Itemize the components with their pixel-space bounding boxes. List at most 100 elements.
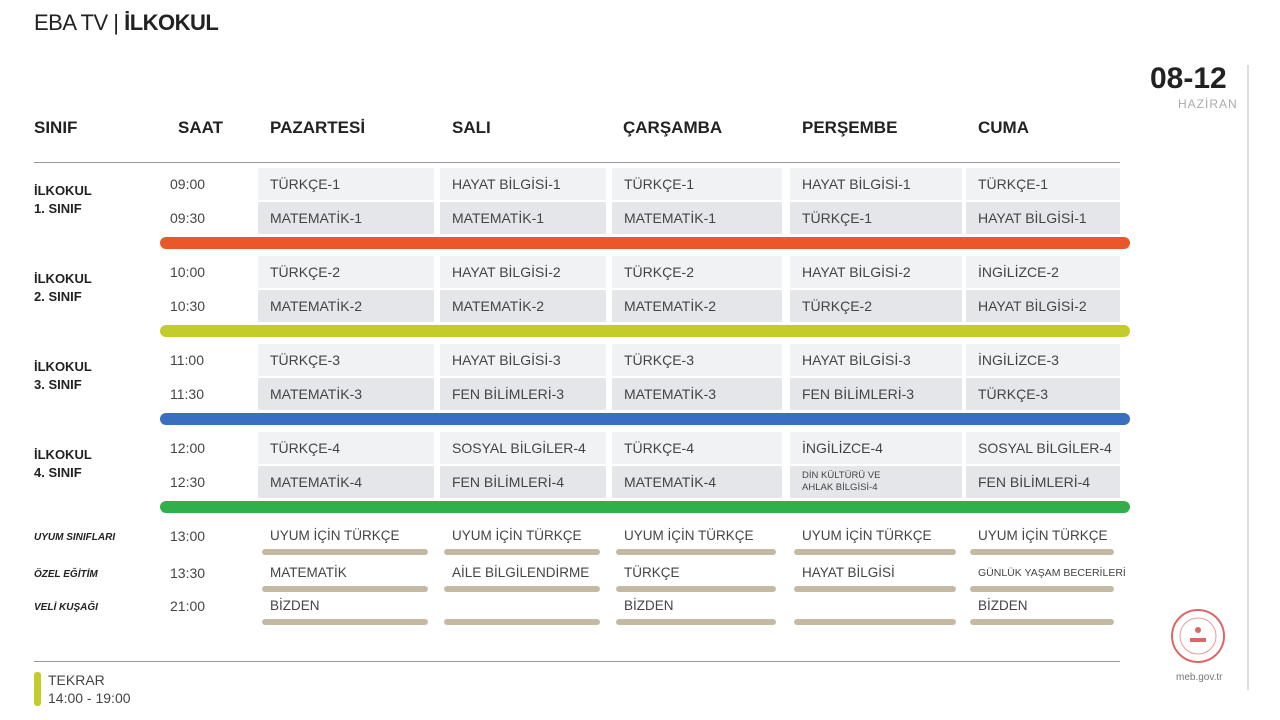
lesson-cell: HAYAT BİLGİSİ-2 (440, 256, 606, 288)
footer-divider (34, 661, 1120, 662)
class-grade: 2. SINIF (34, 289, 82, 304)
lesson-cell: TÜRKÇE-1 (790, 202, 962, 234)
program-cell: AİLE BİLGİLENDİRME (452, 565, 590, 580)
time-slot: 12:30 (170, 474, 206, 490)
program-cell: UYUM İÇİN TÜRKÇE (270, 528, 400, 543)
lesson-cell: TÜRKÇE-3 (966, 378, 1120, 410)
time-slot: 09:00 (170, 176, 206, 192)
class-level: İLKOKUL (34, 183, 92, 198)
lesson-cell: FEN BİLİMLERİ-3 (790, 378, 962, 410)
lesson-cell: FEN BİLİMLERİ-3 (440, 378, 606, 410)
class-level: İLKOKUL (34, 447, 92, 462)
class-grade: 4. SINIF (34, 465, 82, 480)
lesson-cell: MATEMATİK-2 (612, 290, 782, 322)
program-underline (262, 549, 428, 555)
lesson-cell: TÜRKÇE-1 (966, 168, 1120, 200)
group-separator (160, 237, 1130, 249)
program-underline (794, 619, 956, 625)
group-separator (160, 413, 1130, 425)
lesson-cell: TÜRKÇE-1 (258, 168, 434, 200)
lesson-cell: TÜRKÇE-2 (612, 256, 782, 288)
program-underline (970, 619, 1114, 625)
group-separator (160, 325, 1130, 337)
time-slot: 21:00 (170, 598, 206, 614)
program-underline (616, 586, 776, 592)
time-slot: 13:00 (170, 528, 206, 544)
header-divider (34, 162, 1120, 163)
lesson-cell: İNGİLİZCE-3 (966, 344, 1120, 376)
program-cell: UYUM İÇİN TÜRKÇE (624, 528, 754, 543)
class-level: İLKOKUL (34, 359, 92, 374)
lesson-cell: MATEMATİK-2 (258, 290, 434, 322)
class-label: İLKOKUL 2. SINIF (34, 270, 92, 306)
program-underline (262, 619, 428, 625)
program-underline (444, 549, 600, 555)
group-separator (160, 501, 1130, 513)
repeat-label: TEKRAR (48, 672, 105, 688)
lesson-cell: TÜRKÇE-2 (790, 290, 962, 322)
column-header: SINIF (34, 118, 78, 137)
program-underline (444, 586, 600, 592)
program-underline (616, 619, 776, 625)
column-header: PERŞEMBE (802, 118, 898, 137)
lesson-cell: TÜRKÇE-3 (258, 344, 434, 376)
lesson-cell: MATEMATİK-3 (612, 378, 782, 410)
lesson-cell: HAYAT BİLGİSİ-2 (966, 290, 1120, 322)
lesson-cell: FEN BİLİMLERİ-4 (966, 466, 1120, 498)
month: HAZİRAN (1178, 97, 1238, 111)
lesson-cell: MATEMATİK-2 (440, 290, 606, 322)
divider (1247, 65, 1249, 690)
class-label: İLKOKUL 4. SINIF (34, 446, 92, 482)
class-label: İLKOKUL 3. SINIF (34, 358, 92, 394)
program-label: ÖZEL EĞİTİM (34, 569, 98, 580)
program-label: UYUM SINIFLARI (34, 532, 116, 543)
section-title: İLKOKUL (124, 10, 219, 35)
program-cell: GÜNLÜK YAŞAM BECERİLERİ (978, 567, 1126, 579)
lesson-cell: HAYAT BİLGİSİ-3 (440, 344, 606, 376)
repeat-time: 14:00 - 19:00 (48, 690, 131, 706)
lesson-cell: MATEMATİK-1 (440, 202, 606, 234)
column-header: CUMA (978, 118, 1029, 137)
time-slot: 13:30 (170, 565, 206, 581)
lesson-cell: MATEMATİK-4 (612, 466, 782, 498)
lesson-cell: TÜRKÇE-2 (258, 256, 434, 288)
program-underline (444, 619, 600, 625)
lesson-cell: HAYAT BİLGİSİ-1 (966, 202, 1120, 234)
program-underline (970, 549, 1114, 555)
column-header: ÇARŞAMBA (623, 118, 723, 137)
lesson-cell: MATEMATİK-1 (258, 202, 434, 234)
time-slot: 10:30 (170, 298, 206, 314)
lesson-cell: HAYAT BİLGİSİ-3 (790, 344, 962, 376)
program-underline (262, 586, 428, 592)
time-slot: 09:30 (170, 210, 206, 226)
lesson-cell: TÜRKÇE-4 (258, 432, 434, 464)
column-header: SALI (452, 118, 491, 137)
lesson-cell: SOSYAL BİLGİLER-4 (440, 432, 606, 464)
lesson-cell: HAYAT BİLGİSİ-2 (790, 256, 962, 288)
site-link[interactable]: meb.gov.tr (1176, 672, 1223, 683)
time-slot: 11:30 (170, 386, 204, 402)
program-cell: BİZDEN (270, 598, 320, 613)
lesson-cell: TÜRKÇE-4 (612, 432, 782, 464)
program-underline (794, 586, 956, 592)
class-level: İLKOKUL (34, 271, 92, 286)
time-slot: 11:00 (170, 352, 204, 368)
program-cell: UYUM İÇİN TÜRKÇE (802, 528, 932, 543)
program-cell: UYUM İÇİN TÜRKÇE (978, 528, 1108, 543)
program-underline (794, 549, 956, 555)
lesson-cell: DİN KÜLTÜRÜ VE AHLAK BİLGİSİ-4 (790, 466, 962, 498)
date-range: 08-12 (1150, 62, 1227, 95)
class-label: İLKOKUL 1. SINIF (34, 182, 92, 218)
program-cell: TÜRKÇE (624, 565, 680, 580)
program-underline (970, 586, 1114, 592)
lesson-cell: MATEMATİK-1 (612, 202, 782, 234)
ministry-logo (1170, 608, 1226, 669)
program-cell: BİZDEN (978, 598, 1028, 613)
column-header: SAAT (178, 118, 224, 137)
lesson-cell: TÜRKÇE-3 (612, 344, 782, 376)
page-title: EBA TV | İLKOKUL (34, 10, 219, 35)
time-slot: 12:00 (170, 440, 206, 456)
lesson-cell: MATEMATİK-3 (258, 378, 434, 410)
lesson-cell: SOSYAL BİLGİLER-4 (966, 432, 1120, 464)
program-cell: HAYAT BİLGİSİ (802, 565, 895, 580)
